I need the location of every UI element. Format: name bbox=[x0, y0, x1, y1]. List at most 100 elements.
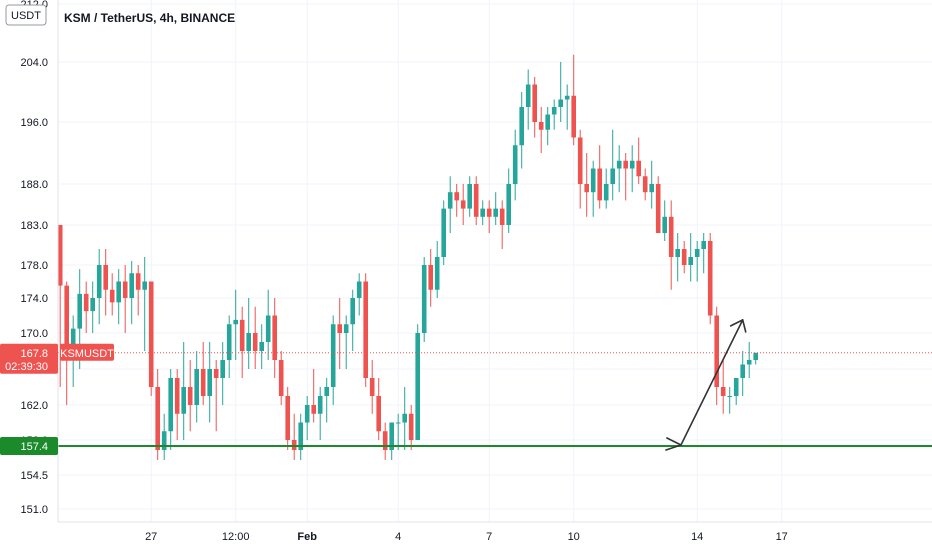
symbol-tag-bg bbox=[60, 343, 114, 361]
candle bbox=[96, 249, 102, 325]
candle bbox=[642, 168, 648, 201]
candle-body bbox=[415, 333, 420, 440]
candle-body bbox=[486, 208, 492, 217]
candle bbox=[616, 145, 622, 193]
candle-body bbox=[363, 281, 368, 378]
price-tick-label: 174.0 bbox=[20, 293, 48, 305]
candle bbox=[473, 176, 479, 225]
candle bbox=[337, 298, 342, 369]
time-tick-label: 12:00 bbox=[222, 531, 250, 543]
candle bbox=[402, 387, 407, 450]
quote-currency-label: USDT bbox=[11, 10, 41, 22]
price-tick-label: 170.0 bbox=[20, 328, 48, 340]
candle-body bbox=[480, 208, 485, 217]
candle-body bbox=[688, 257, 693, 265]
projection-arrow-drawing[interactable] bbox=[665, 319, 747, 451]
price-tick-label: 154.5 bbox=[20, 470, 48, 482]
candle-body bbox=[278, 360, 284, 396]
price-tick-label: 162.0 bbox=[20, 400, 48, 412]
candle-body bbox=[272, 315, 277, 360]
candle bbox=[285, 387, 290, 450]
candle-body bbox=[109, 289, 115, 303]
candle bbox=[395, 413, 401, 450]
candle-body bbox=[213, 369, 219, 378]
candle bbox=[213, 360, 219, 432]
candle-body bbox=[174, 378, 180, 414]
candle-body bbox=[252, 333, 258, 351]
symbol-tag-label: KSMUSDT bbox=[60, 348, 114, 360]
candle bbox=[408, 405, 414, 450]
time-tick-label: 7 bbox=[486, 531, 492, 543]
candle bbox=[181, 342, 186, 440]
time-axis[interactable]: 27 12:00 Feb 4 7 10 14 17 bbox=[145, 531, 788, 543]
candle bbox=[226, 315, 232, 378]
candle-body bbox=[473, 184, 479, 217]
candle-body bbox=[701, 241, 706, 249]
candle-body bbox=[441, 208, 446, 257]
candle-body bbox=[311, 405, 316, 414]
candle bbox=[532, 77, 537, 138]
candle bbox=[460, 184, 466, 225]
grid-lines bbox=[58, 0, 932, 522]
candle-body bbox=[720, 387, 726, 396]
candle bbox=[389, 422, 394, 460]
candle bbox=[629, 145, 635, 193]
candle bbox=[148, 281, 154, 396]
candle bbox=[272, 298, 277, 378]
candle-body bbox=[668, 216, 674, 257]
candle-body bbox=[616, 160, 622, 169]
quote-currency-badge[interactable]: USDT bbox=[5, 4, 47, 26]
candle-body bbox=[161, 431, 167, 450]
candle bbox=[356, 273, 362, 316]
candle-body bbox=[597, 168, 602, 201]
support-price-value: 157.4 bbox=[20, 441, 48, 453]
candle bbox=[415, 324, 420, 440]
candle-body bbox=[610, 168, 615, 184]
candle-body bbox=[447, 192, 453, 209]
candle bbox=[129, 261, 134, 325]
support-price-tag: 157.4 bbox=[0, 437, 58, 455]
time-tick-label: 17 bbox=[776, 531, 788, 543]
candle bbox=[720, 360, 726, 414]
candle bbox=[369, 360, 375, 414]
candle-body bbox=[337, 324, 342, 333]
projection-arrow-shaft[interactable] bbox=[665, 319, 744, 451]
candle bbox=[623, 153, 628, 201]
candle bbox=[200, 342, 206, 405]
candle bbox=[116, 269, 121, 325]
candle-body bbox=[324, 387, 329, 396]
candle bbox=[590, 160, 596, 217]
candle bbox=[603, 168, 609, 209]
candle bbox=[694, 241, 700, 282]
candle bbox=[701, 233, 706, 274]
candle bbox=[668, 200, 674, 290]
candle bbox=[714, 306, 719, 405]
candle bbox=[467, 176, 472, 217]
candle bbox=[707, 233, 713, 325]
candle bbox=[291, 413, 297, 460]
candle-body bbox=[538, 122, 544, 130]
candle-body bbox=[519, 107, 524, 146]
candle bbox=[655, 176, 661, 233]
candle bbox=[233, 289, 238, 360]
candle bbox=[265, 289, 271, 360]
candle-body bbox=[746, 360, 752, 365]
chart-title: KSM / TetherUS, 4h, BINANCE bbox=[64, 11, 235, 25]
candle bbox=[662, 200, 667, 241]
candle bbox=[174, 369, 180, 440]
candle bbox=[434, 241, 440, 298]
candle-body bbox=[207, 369, 212, 396]
symbol-tag: KSMUSDT bbox=[60, 343, 114, 361]
candle-body bbox=[369, 378, 375, 396]
candle bbox=[382, 422, 388, 460]
candle-body bbox=[467, 184, 472, 209]
candle bbox=[317, 387, 323, 440]
time-tick-label: 4 bbox=[395, 531, 401, 543]
candle bbox=[155, 369, 160, 460]
candle-body bbox=[233, 319, 238, 325]
candle bbox=[330, 315, 336, 405]
candle bbox=[103, 249, 108, 316]
candle bbox=[109, 273, 115, 316]
candle-body bbox=[532, 84, 537, 122]
